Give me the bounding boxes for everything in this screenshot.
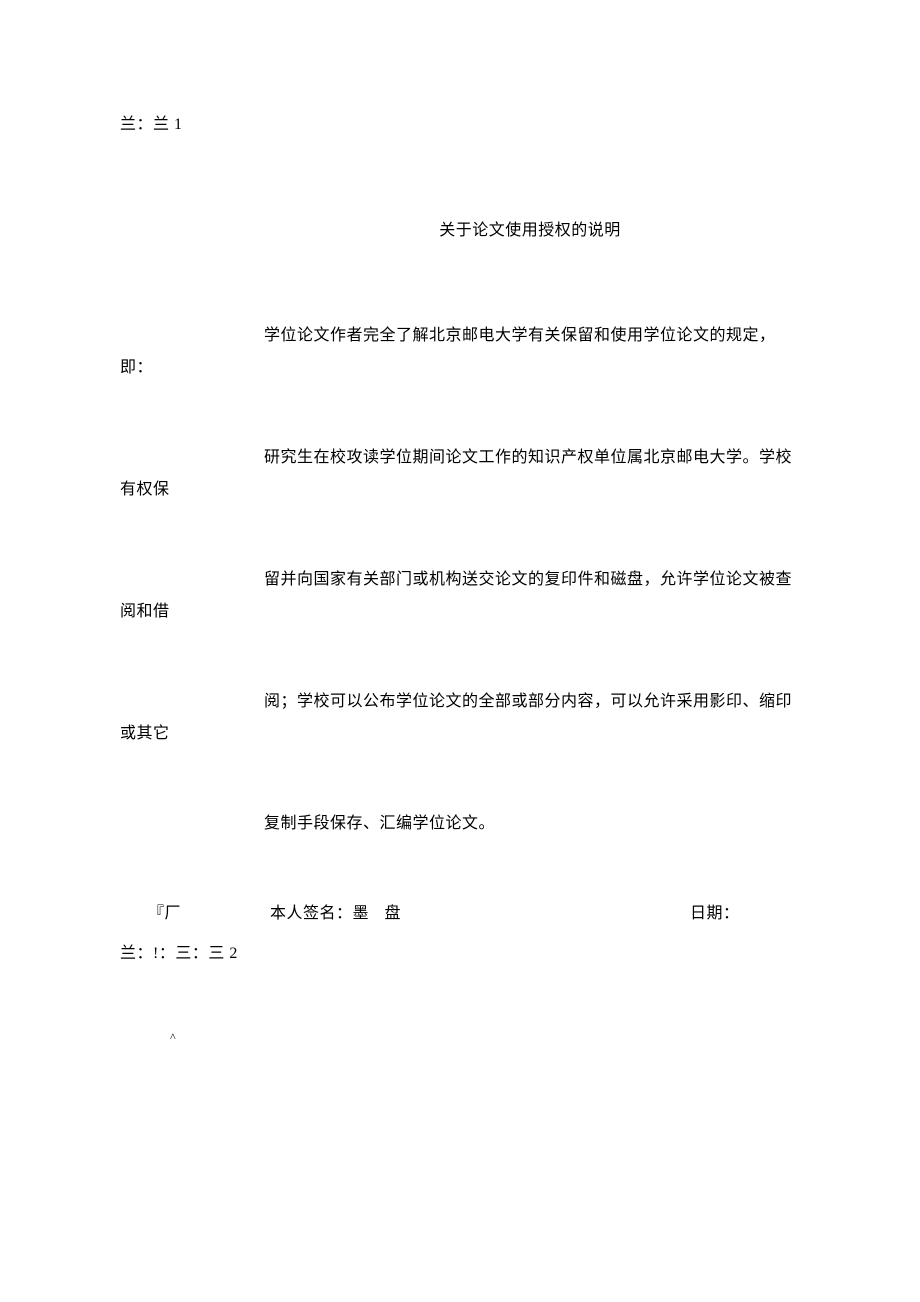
signature-row: 『厂 本人签名：墨 盘 日期： (120, 898, 800, 930)
paragraph-3: 留并向国家有关部门或机构送交论文的复印件和磁盘，允许学位论文被查阅和借 (120, 564, 800, 628)
signature-marker: 『厂 (120, 898, 172, 930)
footer-mark: ^ (120, 1030, 800, 1045)
footer-date-line: 兰：!：三：三 2 (120, 938, 800, 970)
signature-name-label: 本人签名： (270, 905, 353, 922)
paragraph-2: 研究生在校攻读学位期间论文工作的知识产权单位属北京邮电大学。学校有权保 (120, 442, 800, 506)
document-page: 兰：兰 1 关于论文使用授权的说明 学位论文作者完全了解北京邮电大学有关保留和使… (120, 110, 800, 1045)
footer-date-text: 兰：!：三：三 2 (120, 945, 238, 962)
footer-mark-text: ^ (170, 1030, 176, 1044)
paragraph-1: 学位论文作者完全了解北京邮电大学有关保留和使用学位论文的规定，即： (120, 320, 800, 384)
document-title: 关于论文使用授权的说明 (120, 216, 800, 240)
header-date-text: 兰：兰 1 (120, 116, 183, 133)
paragraph-1-text: 学位论文作者完全了解北京邮电大学有关保留和使用学位论文的规定，即： (120, 327, 776, 376)
paragraph-2-text: 研究生在校攻读学位期间论文工作的知识产权单位属北京邮电大学。学校有权保 (120, 449, 792, 498)
paragraph-3-text: 留并向国家有关部门或机构送交论文的复印件和磁盘，允许学位论文被查阅和借 (120, 571, 792, 620)
signature-name-group: 本人签名：墨 盘 (172, 898, 690, 930)
signature-date-group: 日期： (690, 898, 800, 930)
title-text: 关于论文使用授权的说明 (439, 222, 621, 239)
paragraph-5: 复制手段保存、汇编学位论文。 (120, 808, 800, 840)
header-date-line: 兰：兰 1 (120, 110, 800, 134)
paragraph-4: 阅；学校可以公布学位论文的全部或部分内容，可以允许采用影印、缩印或其它 (120, 686, 800, 750)
paragraph-5-text: 复制手段保存、汇编学位论文。 (264, 815, 495, 832)
signature-date-label: 日期： (690, 905, 740, 922)
paragraph-4-text: 阅；学校可以公布学位论文的全部或部分内容，可以允许采用影印、缩印或其它 (120, 693, 792, 742)
signature-name-value: 墨 盘 (353, 905, 407, 922)
